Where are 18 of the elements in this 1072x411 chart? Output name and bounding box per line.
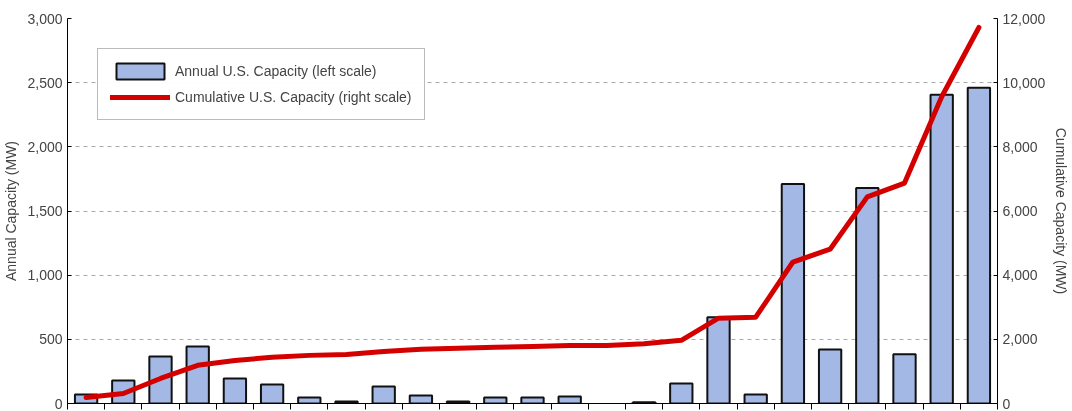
y2-tick-label: 2,000 [1002,331,1038,348]
y2-tick-label: 8,000 [1002,138,1038,155]
legend-label: Cumulative U.S. Capacity (right scale) [175,89,412,105]
y2-tick-label: 0 [1002,395,1011,411]
y-tick-label: 2,000 [27,138,63,155]
y-tick-label: 0 [54,395,63,411]
y-tick-label: 2,500 [27,74,63,91]
y2-tick-label: 12,000 [1002,10,1046,27]
y2-tick-label: 6,000 [1002,203,1038,219]
y-tick-label: 3,000 [27,10,63,27]
y-tick-label: 1,000 [27,267,63,284]
y-tick-label: 1,500 [27,203,63,219]
y2-tick-label: 10,000 [1002,74,1046,91]
y2-tick-label: 4,000 [1002,267,1038,284]
y-axis-title: Annual Capacity (MW) [3,140,20,282]
y2-axis-title: Cumulative Capacity (MW) [1053,127,1070,295]
y-tick-label: 500 [39,331,63,348]
legend-label: Annual U.S. Capacity (left scale) [175,63,377,79]
